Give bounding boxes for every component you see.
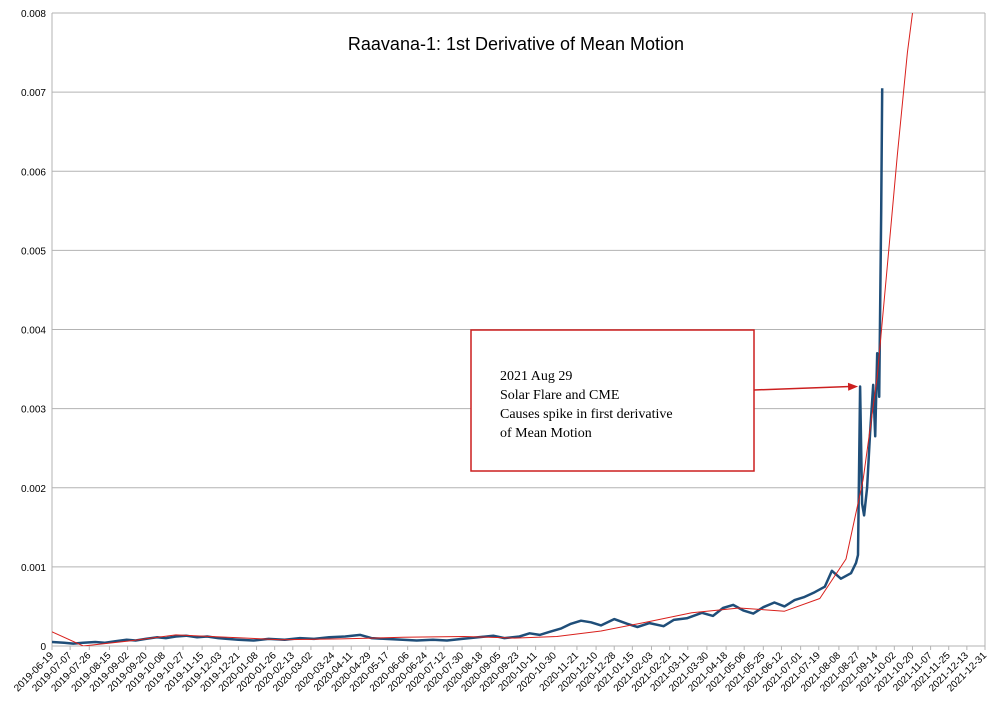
chart-title: Raavana-1: 1st Derivative of Mean Motion [348, 34, 684, 54]
annotation-box [470, 329, 755, 472]
data-series-line [52, 88, 884, 645]
annotation-text-line: Causes spike in first derivative [500, 407, 673, 422]
y-tick-label: 0.005 [21, 246, 46, 257]
y-tick-label: 0 [40, 642, 46, 653]
y-tick-label: 0.001 [21, 563, 46, 574]
y-tick-label: 0.003 [21, 405, 46, 416]
y-tick-label: 0.004 [21, 326, 46, 337]
y-tick-label: 0.007 [21, 88, 46, 99]
annotation-text-line: of Mean Motion [500, 426, 592, 441]
annotation-arrow-head [847, 382, 859, 391]
annotation: 2021 Aug 29 Solar Flare and CME Causes spi… [470, 329, 859, 472]
y-tick-label: 0.006 [21, 167, 46, 178]
annotation-text-line: 2021 Aug 29 [500, 369, 572, 384]
annotation-arrow-line [753, 385, 851, 391]
y-tick-label: 0.008 [21, 9, 46, 20]
trend-line [52, 13, 913, 646]
y-tick-label: 0.002 [21, 484, 46, 495]
annotation-text-line: Solar Flare and CME [500, 388, 619, 403]
series-lines [52, 13, 913, 646]
